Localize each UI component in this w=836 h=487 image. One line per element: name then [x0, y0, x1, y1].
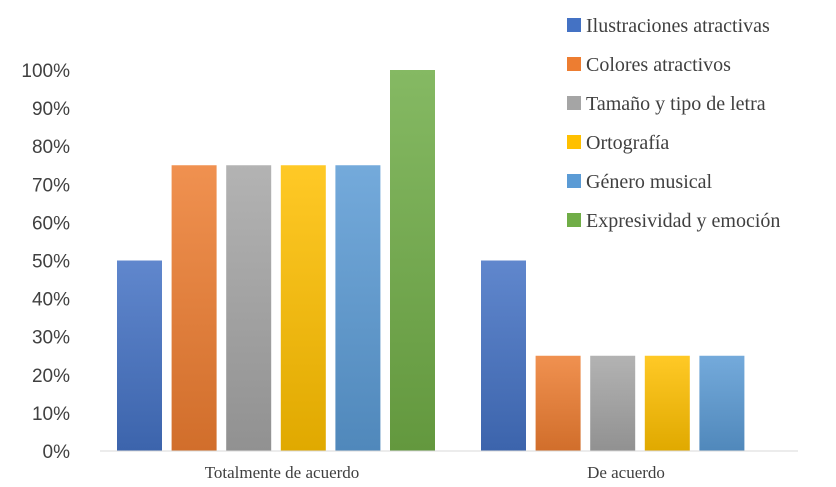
y-tick-label: 70% — [32, 175, 70, 196]
x-category-totalmente-de-acuerdo: Totalmente de acuerdo — [205, 463, 360, 482]
legend-label-colores-atractivos: Colores atractivos — [586, 54, 731, 76]
legend-swatch-ilustraciones-atractivas — [567, 18, 581, 32]
legend-label-expresividad-y-emocion: Expresividad y emoción — [586, 210, 780, 232]
y-tick-label: 100% — [21, 61, 70, 82]
legend-label-genero-musical: Género musical — [586, 171, 713, 193]
legend-label-tamano-y-tipo-de-letra: Tamaño y tipo de letra — [586, 93, 766, 115]
y-tick-label: 20% — [32, 366, 70, 387]
bar-genero-musical-totalmente-de-acuerdo — [335, 165, 381, 451]
bar-expresividad-y-emocion-totalmente-de-acuerdo — [390, 70, 435, 451]
bar-colores-atractivos-totalmente-de-acuerdo — [171, 165, 217, 451]
y-tick-label: 0% — [43, 442, 71, 463]
y-tick-label: 10% — [32, 404, 70, 425]
bar-ortografia-totalmente-de-acuerdo — [280, 165, 326, 451]
legend-swatch-colores-atractivos — [567, 57, 581, 71]
bar-colores-atractivos-de-acuerdo — [535, 355, 581, 451]
bar-ortografia-de-acuerdo — [644, 355, 690, 451]
bar-tamano-y-tipo-de-letra-de-acuerdo — [590, 355, 636, 451]
y-tick-label: 60% — [32, 213, 70, 234]
legend-label-ilustraciones-atractivas: Ilustraciones atractivas — [586, 15, 770, 37]
y-tick-label: 40% — [32, 290, 70, 311]
legend-label-ortografia: Ortografía — [586, 132, 669, 154]
bars — [117, 70, 745, 451]
bar-ilustraciones-atractivas-de-acuerdo — [481, 260, 526, 451]
legend-swatch-tamano-y-tipo-de-letra — [567, 96, 581, 110]
legend-swatch-expresividad-y-emocion — [567, 213, 581, 227]
y-tick-label: 30% — [32, 328, 70, 349]
bar-genero-musical-de-acuerdo — [699, 355, 745, 451]
y-tick-label: 50% — [32, 252, 70, 273]
legend-swatch-genero-musical — [567, 174, 581, 188]
y-tick-label: 80% — [32, 137, 70, 158]
x-axis-categories: Totalmente de acuerdo De acuerdo — [205, 463, 665, 482]
x-category-de-acuerdo: De acuerdo — [587, 463, 665, 482]
y-tick-label: 90% — [32, 99, 70, 120]
bar-ilustraciones-atractivas-totalmente-de-acuerdo — [117, 260, 162, 451]
legend-swatch-ortografia — [567, 135, 581, 149]
y-axis-ticks: 0% 10% 20% 30% 40% 50% 60% 70% 80% 90% 100% — [21, 61, 70, 463]
legend: Ilustraciones atractivas Colores atractiv… — [567, 15, 780, 232]
bar-tamano-y-tipo-de-letra-totalmente-de-acuerdo — [226, 165, 272, 451]
